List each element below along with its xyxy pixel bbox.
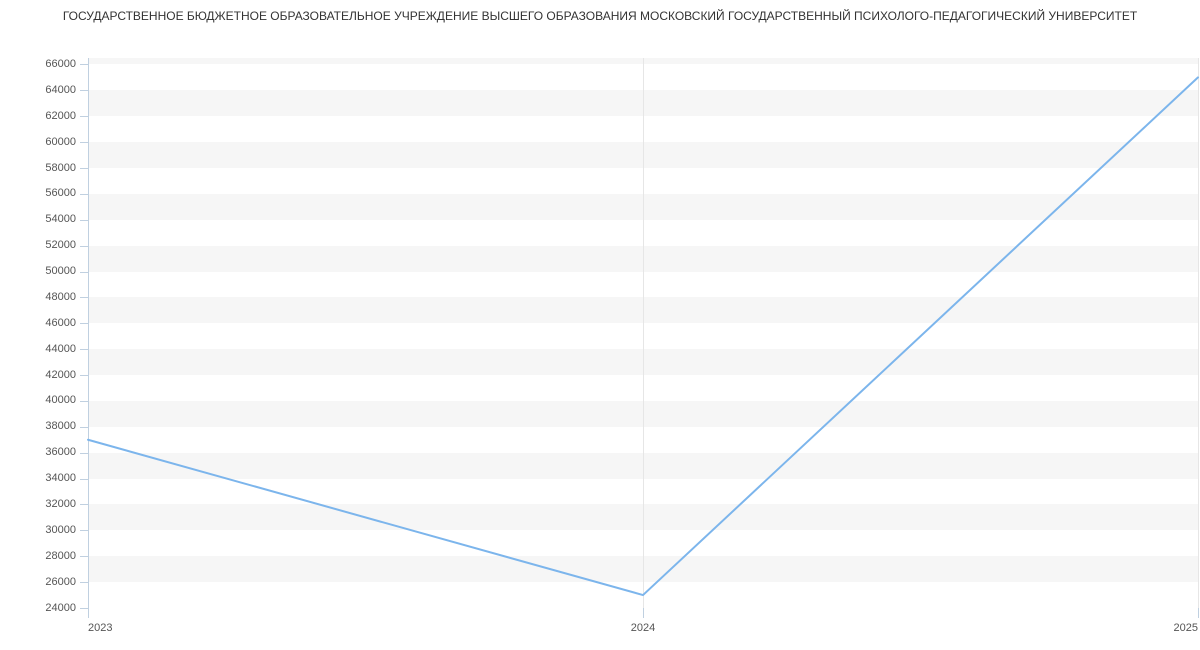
- y-axis-tick: [80, 272, 88, 273]
- y-axis-tick: [80, 530, 88, 531]
- y-axis-tick: [80, 504, 88, 505]
- y-axis-tick: [80, 556, 88, 557]
- series-line[interactable]: [88, 77, 1198, 595]
- y-axis-label: 46000: [45, 317, 76, 329]
- chart-series: [88, 58, 1198, 608]
- y-axis-tick: [80, 375, 88, 376]
- y-axis-label: 58000: [45, 162, 76, 174]
- y-axis-tick: [80, 427, 88, 428]
- y-axis-tick: [80, 246, 88, 247]
- x-axis-label: 2025: [1174, 622, 1198, 634]
- y-axis-tick: [80, 194, 88, 195]
- y-axis-label: 40000: [45, 394, 76, 406]
- y-axis-label: 62000: [45, 110, 76, 122]
- x-axis-label: 2023: [88, 622, 112, 634]
- y-axis-tick: [80, 479, 88, 480]
- y-axis-label: 56000: [45, 187, 76, 199]
- x-axis-tick: [88, 608, 89, 618]
- y-axis-tick: [80, 64, 88, 65]
- x-axis-tick: [643, 608, 644, 618]
- chart-title: ГОСУДАРСТВЕННОЕ БЮДЖЕТНОЕ ОБРАЗОВАТЕЛЬНО…: [0, 0, 1200, 26]
- y-axis-label: 50000: [45, 265, 76, 277]
- y-axis-tick: [80, 608, 88, 609]
- y-axis-tick: [80, 401, 88, 402]
- y-axis-label: 32000: [45, 498, 76, 510]
- y-axis-tick: [80, 90, 88, 91]
- x-gridline: [1198, 58, 1199, 608]
- x-axis-label: 2024: [631, 622, 655, 634]
- y-axis-label: 48000: [45, 291, 76, 303]
- y-axis-label: 66000: [45, 58, 76, 70]
- y-axis-tick: [80, 297, 88, 298]
- y-axis-label: 24000: [45, 602, 76, 614]
- y-axis-tick: [80, 168, 88, 169]
- plot-area: 2400026000280003000032000340003600038000…: [88, 58, 1198, 608]
- y-axis-label: 38000: [45, 420, 76, 432]
- y-axis-label: 64000: [45, 84, 76, 96]
- y-axis-tick: [80, 349, 88, 350]
- y-axis-label: 26000: [45, 576, 76, 588]
- y-axis-label: 52000: [45, 239, 76, 251]
- y-axis-label: 60000: [45, 136, 76, 148]
- y-axis-label: 34000: [45, 472, 76, 484]
- y-axis-label: 28000: [45, 550, 76, 562]
- y-axis-tick: [80, 116, 88, 117]
- y-axis-label: 44000: [45, 343, 76, 355]
- y-axis-label: 36000: [45, 446, 76, 458]
- x-axis-tick: [1198, 608, 1199, 618]
- y-axis-tick: [80, 582, 88, 583]
- y-axis-label: 54000: [45, 213, 76, 225]
- y-axis-label: 30000: [45, 524, 76, 536]
- y-axis-tick: [80, 142, 88, 143]
- y-axis-tick: [80, 453, 88, 454]
- y-axis-label: 42000: [45, 369, 76, 381]
- y-axis-tick: [80, 323, 88, 324]
- y-axis-tick: [80, 220, 88, 221]
